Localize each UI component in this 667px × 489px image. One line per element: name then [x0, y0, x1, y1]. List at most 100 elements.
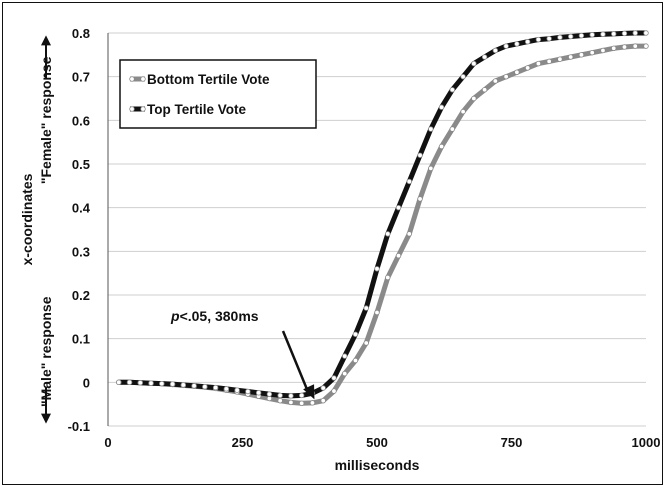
data-point	[460, 73, 466, 80]
data-point	[342, 370, 348, 377]
data-point	[514, 41, 520, 47]
data-point	[503, 73, 509, 80]
line-chart: -0.1 0 0.1 0.2 0.3 0.4 0.5 0.6 0.7 0.8 0 250 500 750…	[19, 26, 660, 473]
x-tick-label: 500	[366, 435, 388, 450]
data-point	[621, 30, 628, 37]
data-point	[277, 397, 283, 404]
y-axis-label-group: x-coordinates "Female" response "Male" r…	[19, 35, 54, 424]
legend-marker	[129, 76, 135, 82]
data-point	[417, 152, 423, 158]
data-point	[395, 204, 402, 211]
data-point	[428, 126, 434, 132]
data-point	[600, 31, 606, 38]
data-point	[331, 388, 337, 394]
data-point	[298, 400, 305, 406]
annotation-arrow-head	[303, 384, 315, 400]
data-point	[449, 87, 456, 93]
up-arrow-head	[41, 35, 51, 46]
data-point	[611, 31, 617, 37]
data-point	[288, 393, 294, 399]
data-point	[632, 43, 638, 49]
data-point	[567, 54, 574, 60]
legend-marker	[140, 76, 146, 82]
data-point	[320, 385, 326, 391]
y-tick-labels: -0.1 0 0.1 0.2 0.3 0.4 0.5 0.6 0.7 0.8	[68, 26, 91, 434]
y-tick-label: -0.1	[68, 419, 90, 434]
data-point	[331, 375, 337, 381]
data-point	[578, 52, 585, 58]
data-point	[202, 384, 208, 390]
data-point	[589, 49, 595, 56]
data-point	[460, 108, 466, 115]
data-point	[288, 399, 294, 406]
data-point	[374, 266, 380, 272]
legend-marker	[129, 106, 135, 112]
data-point	[266, 395, 273, 402]
data-point	[116, 379, 122, 386]
y-tick-label: 0.8	[72, 26, 90, 41]
annotation-text: p<.05, 380ms	[170, 308, 259, 324]
y-tick-label: 0.7	[72, 70, 90, 85]
data-point	[417, 196, 423, 202]
data-point	[611, 45, 617, 51]
data-point	[126, 379, 133, 386]
y-tick-label: 0	[83, 375, 90, 390]
data-point	[137, 380, 143, 386]
data-point	[363, 340, 369, 346]
data-point	[428, 165, 434, 172]
data-point	[406, 178, 412, 185]
data-point	[374, 309, 380, 316]
significance-annotation: p<.05, 380ms	[170, 308, 315, 400]
data-point	[234, 387, 240, 393]
data-point	[449, 126, 456, 132]
data-point	[643, 30, 649, 36]
data-point	[148, 380, 154, 386]
data-point	[535, 60, 542, 67]
data-point	[320, 397, 326, 404]
data-point	[277, 392, 283, 399]
y-axis-female-label: "Female" response	[38, 56, 54, 184]
figure-frame: -0.1 0 0.1 0.2 0.3 0.4 0.5 0.6 0.7 0.8 0 250 500 750…	[2, 2, 663, 485]
legend-marker	[140, 106, 146, 112]
data-point	[492, 78, 499, 84]
annotation-value: <.05, 380ms	[180, 308, 259, 324]
data-point	[546, 35, 552, 42]
y-axis-direction-arrows	[41, 35, 51, 424]
data-point	[395, 252, 402, 259]
data-point	[589, 32, 595, 38]
data-point	[159, 380, 165, 387]
annotation-p: p	[170, 308, 180, 324]
data-point	[481, 87, 488, 93]
legend-label: Bottom Tertile Vote	[147, 72, 270, 87]
x-tick-label: 250	[232, 435, 254, 450]
data-point	[524, 39, 531, 45]
y-axis-title: x-coordinates	[19, 173, 35, 265]
y-tick-label: 0.1	[72, 332, 90, 347]
data-point	[514, 69, 520, 75]
y-tick-label: 0.4	[72, 201, 91, 216]
data-point	[309, 400, 316, 406]
data-point	[621, 44, 628, 50]
data-point	[255, 390, 262, 396]
data-point	[438, 143, 445, 150]
data-point	[524, 65, 531, 71]
legend: Bottom Tertile Vote Top Tertile Vote	[119, 59, 317, 129]
data-point	[535, 36, 542, 43]
data-point	[352, 357, 359, 364]
y-axis-male-label: "Male" response	[38, 296, 54, 407]
data-point	[406, 231, 412, 237]
y-tick-label: 0.5	[72, 157, 90, 172]
down-arrow-head	[41, 413, 51, 424]
legend-box	[119, 59, 317, 129]
data-point	[557, 56, 563, 62]
data-point	[643, 43, 649, 49]
data-point	[212, 384, 219, 391]
data-point	[557, 34, 563, 41]
data-point	[438, 104, 445, 110]
legend-label: Top Tertile Vote	[147, 102, 246, 117]
data-point	[191, 383, 197, 389]
data-point	[169, 381, 176, 387]
y-tick-label: 0.6	[72, 113, 90, 128]
data-point	[266, 391, 273, 397]
data-point	[223, 386, 230, 392]
